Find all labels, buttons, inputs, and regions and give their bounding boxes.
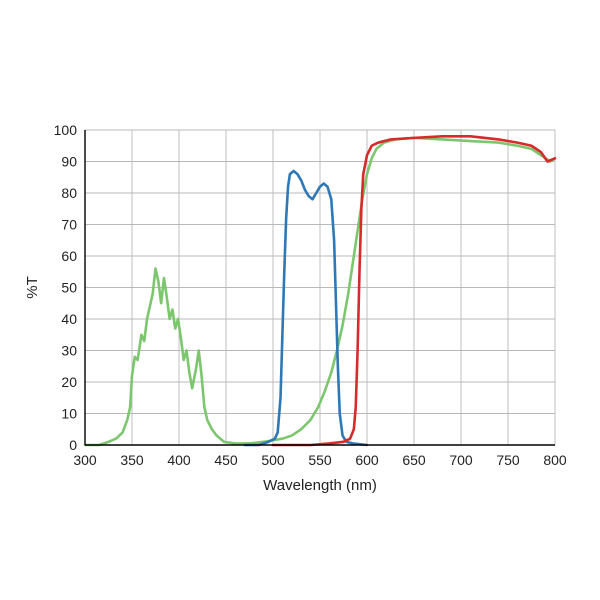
x-tick-label: 500 xyxy=(261,452,285,468)
y-tick-label: 100 xyxy=(54,122,78,138)
x-tick-label: 450 xyxy=(214,452,238,468)
x-tick-label: 350 xyxy=(120,452,144,468)
x-tick-label: 600 xyxy=(355,452,379,468)
y-tick-label: 40 xyxy=(61,311,77,327)
y-tick-label: 50 xyxy=(61,280,77,296)
x-tick-label: 750 xyxy=(496,452,520,468)
y-tick-label: 80 xyxy=(61,185,77,201)
y-tick-label: 10 xyxy=(61,406,77,422)
chart-container: { "chart": { "type": "line", "width": 60… xyxy=(0,0,600,600)
x-tick-label: 400 xyxy=(167,452,191,468)
x-tick-label: 800 xyxy=(543,452,567,468)
x-tick-label: 550 xyxy=(308,452,332,468)
x-tick-label: 700 xyxy=(449,452,473,468)
y-tick-label: 20 xyxy=(61,374,77,390)
y-tick-label: 70 xyxy=(61,217,77,233)
chart-bg xyxy=(0,0,600,600)
spectral-chart: 300 350 400 450 500 550 600 650 700 750 800 0 10 20 30… xyxy=(0,0,600,600)
x-tick-label: 300 xyxy=(73,452,97,468)
x-tick-label: 650 xyxy=(402,452,426,468)
y-tick-label: 30 xyxy=(61,343,77,359)
y-tick-label: 0 xyxy=(69,437,77,453)
y-tick-label: 90 xyxy=(61,154,77,170)
x-axis-label: Wavelength (nm) xyxy=(263,477,377,494)
y-axis-label: %T xyxy=(24,276,41,299)
y-tick-label: 60 xyxy=(61,248,77,264)
